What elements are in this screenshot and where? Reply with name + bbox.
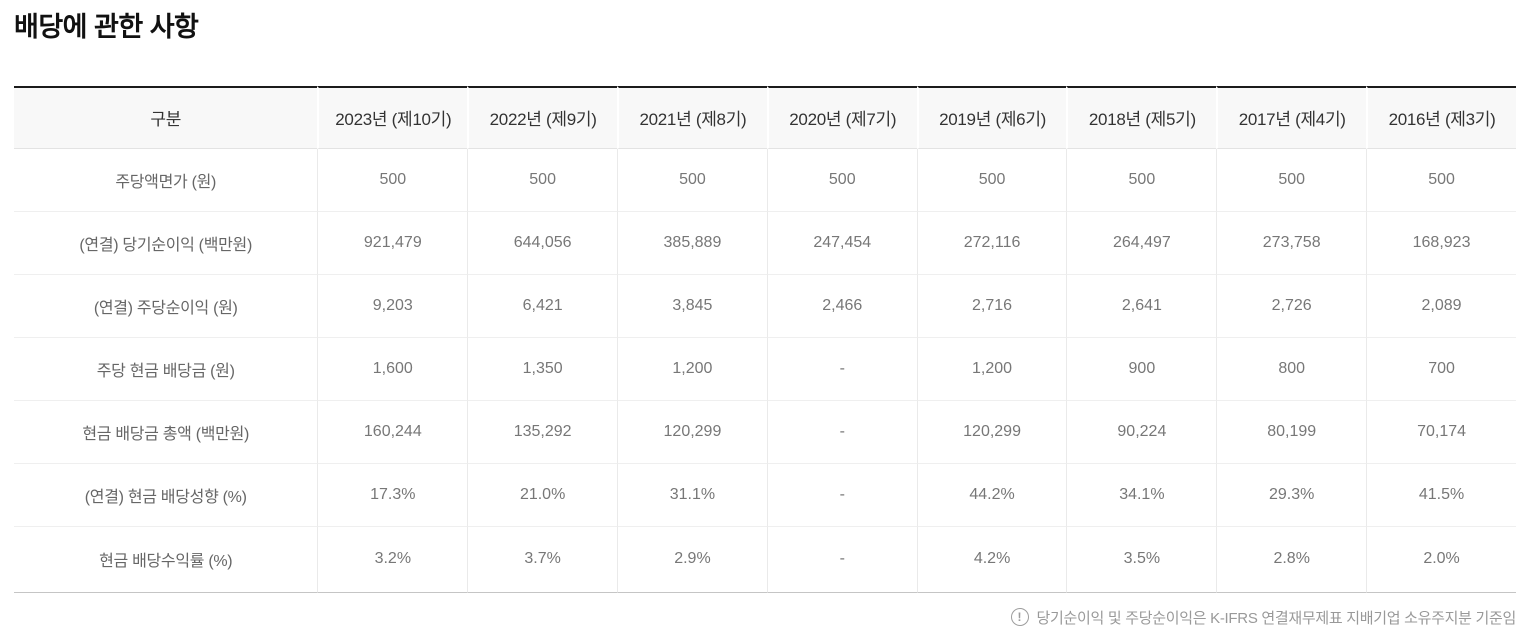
table-cell: 247,454 [766,211,917,275]
table-cell: 34.1% [1066,463,1217,527]
table-cell: 1,200 [916,337,1067,401]
column-header-category: 구분 [14,85,318,149]
table-cell: 1,200 [617,337,767,401]
table-cell: 500 [1066,148,1217,212]
table-cell: 500 [1366,148,1516,212]
table-row: (연결) 당기순이익 (백만원) 921,479 644,056 385,889 247… [14,211,1516,275]
column-header-year: 2023년 (제10기) [317,85,468,149]
table-cell: 3.7% [467,526,618,593]
column-header-year: 2021년 (제8기) [617,85,767,149]
table-cell: 41.5% [1366,463,1516,527]
table-cell: 264,497 [1066,211,1217,275]
table-cell: 120,299 [916,400,1067,464]
table-cell: 21.0% [467,463,618,527]
exclamation-circle-icon: ! [1010,608,1029,627]
table-cell: 9,203 [317,274,468,338]
table-cell: 29.3% [1216,463,1367,527]
table-cell: 160,244 [317,400,468,464]
table-cell: 273,758 [1216,211,1367,275]
table-cell: 2,726 [1216,274,1367,338]
row-label: (연결) 주당순이익 (원) [14,274,318,338]
table-row: (연결) 주당순이익 (원) 9,203 6,421 3,845 2,466 2,716 2… [14,274,1516,338]
dividend-table: 구분 2023년 (제10기) 2022년 (제9기) 2021년 (제8기) 2020… [14,85,1516,593]
table-cell: 700 [1366,337,1516,401]
column-header-year: 2017년 (제4기) [1216,85,1367,149]
footnote: ! 당기순이익 및 주당순이익은 K-IFRS 연결재무제표 지배기업 소유주지… [14,607,1516,628]
table-cell: 500 [766,148,917,212]
table-cell: 921,479 [317,211,468,275]
table-cell: 2.0% [1366,526,1516,593]
table-row: 현금 배당수익률 (%) 3.2% 3.7% 2.9% -4.2% 3.5% 2.8% 2.0… [14,526,1516,593]
table-cell: 6,421 [467,274,618,338]
table-cell: - [766,463,917,527]
page-title: 배당에 관한 사항 [14,12,199,42]
table-cell: 500 [916,148,1067,212]
table-cell: 272,116 [916,211,1067,275]
table-cell: 1,600 [317,337,468,401]
column-header-year: 2018년 (제5기) [1066,85,1217,149]
table-row: 주당 현금 배당금 (원) 1,600 1,350 1,200-1,200 900 800… [14,337,1516,401]
table-cell: 1,350 [467,337,618,401]
table-cell: 900 [1066,337,1217,401]
row-label: (연결) 현금 배당성향 (%) [14,463,318,527]
table-cell: 3,845 [617,274,767,338]
table-row: (연결) 현금 배당성향 (%) 17.3% 21.0% 31.1% -44.2% 34.… [14,463,1516,527]
table-cell: - [766,526,917,593]
column-header-year: 2016년 (제3기) [1366,85,1516,149]
table-cell: 80,199 [1216,400,1367,464]
dividend-page: 배당에 관한 사항 구분 2023년 (제10기) 2022년 (제9기) 2021년… [0,11,1530,640]
table-cell: 500 [617,148,767,212]
table-cell: 800 [1216,337,1367,401]
table-row: 주당액면가 (원) 500 500 500 500 500 500 500 500 [14,148,1516,212]
table-row: 현금 배당금 총액 (백만원) 160,244 135,292 120,299-120… [14,400,1516,464]
row-label: 주당 현금 배당금 (원) [14,337,318,401]
table-cell: 70,174 [1366,400,1516,464]
table-cell: 2.9% [617,526,767,593]
table-cell: 2,089 [1366,274,1516,338]
table-cell: 500 [1216,148,1367,212]
table-cell: 2,716 [916,274,1067,338]
table-cell: 17.3% [317,463,468,527]
table-cell: - [766,400,917,464]
row-label: 현금 배당수익률 (%) [14,526,318,593]
column-header-year: 2020년 (제7기) [766,85,917,149]
table-cell: 31.1% [617,463,767,527]
column-header-year: 2019년 (제6기) [916,85,1067,149]
table-cell: 500 [467,148,618,212]
table-header-row: 구분 2023년 (제10기) 2022년 (제9기) 2021년 (제8기) 2020… [14,85,1516,149]
row-label: 현금 배당금 총액 (백만원) [14,400,318,464]
table-cell: 4.2% [916,526,1067,593]
table-cell: 135,292 [467,400,618,464]
table-cell: 3.5% [1066,526,1217,593]
table-cell: 644,056 [467,211,618,275]
column-header-year: 2022년 (제9기) [467,85,618,149]
table-cell: - [766,337,917,401]
table-cell: 2,466 [766,274,917,338]
table-cell: 500 [317,148,468,212]
table-cell: 120,299 [617,400,767,464]
table-cell: 90,224 [1066,400,1217,464]
table-cell: 385,889 [617,211,767,275]
row-label: (연결) 당기순이익 (백만원) [14,211,318,275]
table-cell: 44.2% [916,463,1067,527]
row-label: 주당액면가 (원) [14,148,318,212]
table-cell: 2.8% [1216,526,1367,593]
table-cell: 3.2% [317,526,468,593]
table-cell: 2,641 [1066,274,1217,338]
footnote-text: 당기순이익 및 주당순이익은 K-IFRS 연결재무제표 지배기업 소유주지분 … [1036,609,1517,627]
table-cell: 168,923 [1366,211,1516,275]
